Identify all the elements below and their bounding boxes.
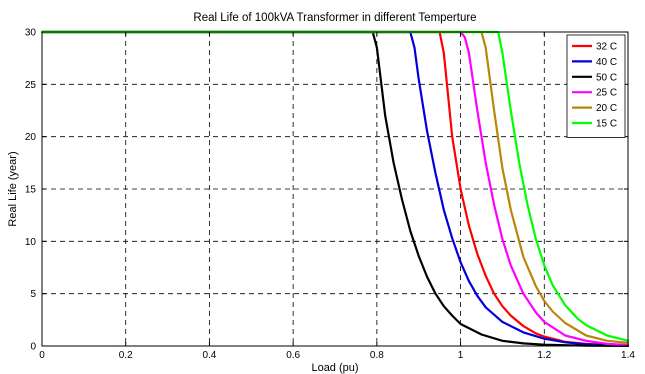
chart-title: Real Life of 100kVA Transformer in diffe… [193, 12, 476, 24]
y-tick-label: 10 [25, 237, 37, 248]
x-tick-label: 0.4 [202, 350, 216, 361]
x-tick-label: 1.2 [537, 350, 551, 361]
series-line-50-c [40, 30, 630, 347]
y-tick-label: 0 [30, 342, 36, 353]
x-tick-label: 0.8 [370, 350, 384, 361]
legend-label: 20 C [596, 103, 617, 114]
y-tick-label: 30 [25, 28, 37, 39]
series-line-40-c [40, 30, 630, 347]
series-line-15-c [40, 30, 630, 342]
legend-label: 40 C [596, 57, 617, 68]
tick-labels: 0 0.2 0.4 0.6 0.8 1 1.2 1.4 0 5 10 15 20 25 30 [25, 28, 636, 362]
y-tick-label: 25 [25, 80, 37, 91]
legend-box [566, 34, 626, 138]
series-group [40, 30, 630, 347]
x-tick-label: 0 [39, 350, 45, 361]
y-axis-title: Real Life (year) [7, 151, 19, 226]
legend: 32 C 40 C 50 C 25 C 20 C 15 C [566, 34, 626, 138]
series-line-25-c [40, 30, 630, 347]
y-tick-label: 15 [25, 185, 37, 196]
x-axis-title: Load (pu) [311, 362, 358, 374]
legend-label: 50 C [596, 72, 617, 83]
x-tick-label: 1 [458, 350, 464, 361]
series-line-20-c [40, 30, 630, 344]
y-tick-label: 5 [30, 289, 36, 300]
x-tick-label: 1.4 [621, 350, 635, 361]
legend-label: 32 C [596, 42, 617, 53]
legend-label: 15 C [596, 119, 617, 130]
x-tick-label: 0.2 [119, 350, 133, 361]
y-tick-label: 20 [25, 132, 37, 143]
legend-label: 25 C [596, 88, 617, 99]
x-tick-label: 0.6 [286, 350, 300, 361]
grid [42, 32, 628, 346]
